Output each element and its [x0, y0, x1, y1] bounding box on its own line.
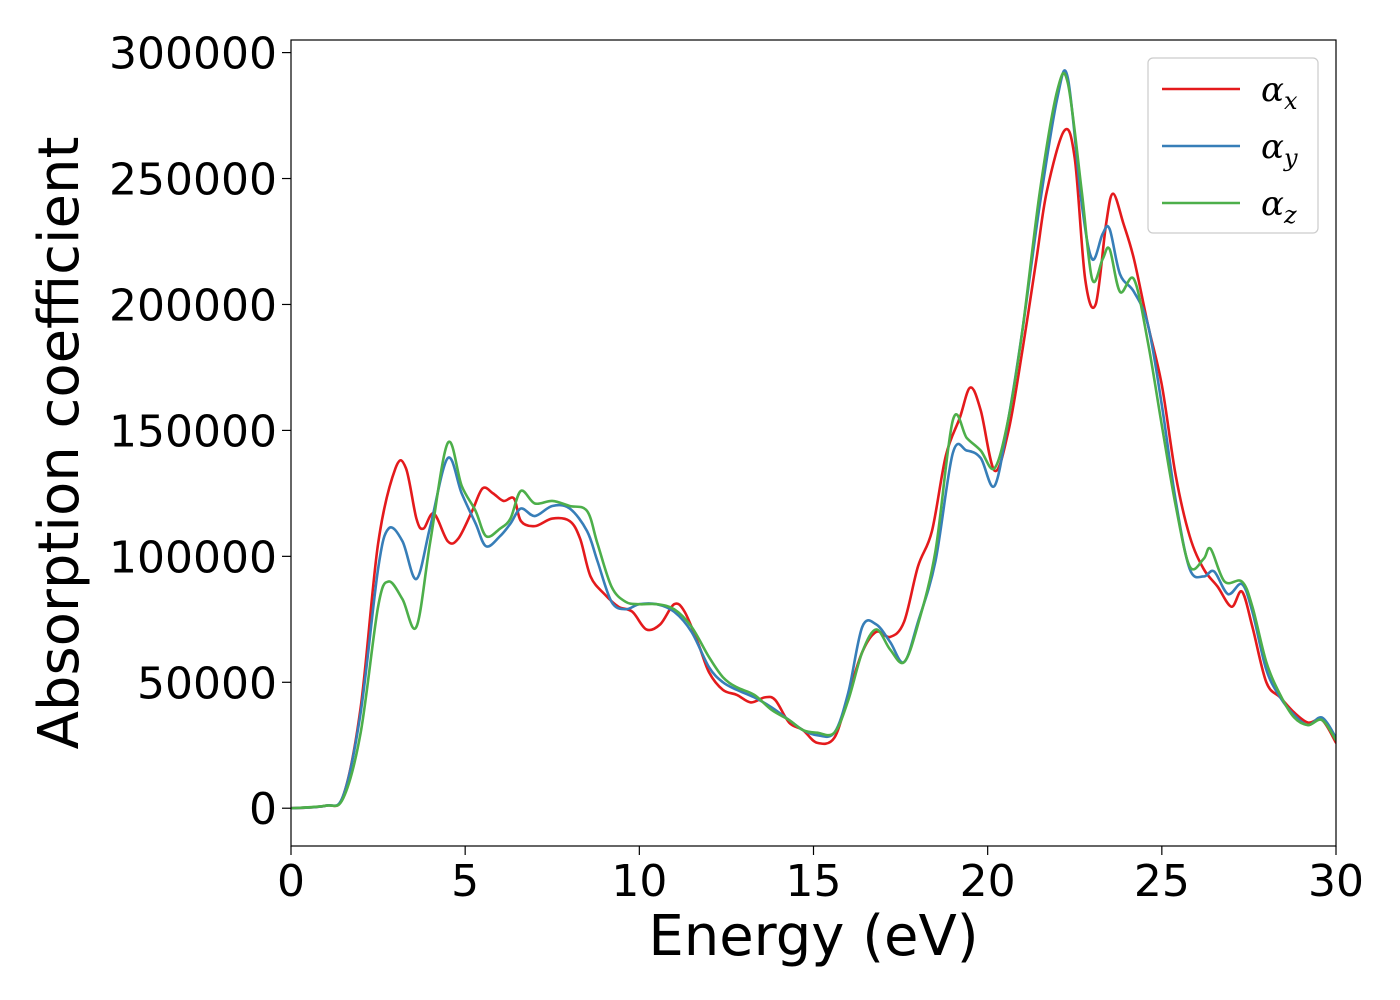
series-line-α-y	[291, 69, 1336, 810]
x-axis-ticks: 0 5 10 15 20 25 30	[277, 846, 1364, 907]
x-tick-label: 25	[1134, 856, 1190, 907]
legend-label-y: αy	[1261, 127, 1298, 172]
y-tick-label: 250000	[109, 155, 277, 206]
x-tick-label: 15	[786, 856, 842, 907]
y-tick-label: 100000	[109, 532, 277, 583]
legend-label-z: αz	[1261, 184, 1297, 229]
series-line-α-x	[291, 127, 1336, 810]
x-tick-label: 0	[277, 856, 305, 907]
y-tick-label: 150000	[109, 406, 277, 457]
legend: αx αy αz	[1147, 57, 1319, 234]
y-tick-label: 50000	[137, 658, 277, 709]
x-tick-label: 30	[1308, 856, 1364, 907]
y-axis-ticks: 0 50000 100000 150000 200000 250000 300000	[109, 29, 291, 835]
x-tick-label: 20	[960, 856, 1016, 907]
y-tick-label: 0	[249, 784, 277, 835]
y-tick-label: 200000	[109, 280, 277, 331]
y-tick-label: 300000	[109, 29, 277, 80]
x-tick-label: 10	[611, 856, 667, 907]
x-tick-label: 5	[451, 856, 479, 907]
x-axis-label: Energy (eV)	[648, 904, 978, 969]
series-layer	[291, 69, 1336, 810]
y-axis-label: Absorption coefficient	[27, 137, 92, 750]
legend-label-x: αx	[1261, 70, 1298, 115]
series-line-α-z	[291, 71, 1336, 810]
